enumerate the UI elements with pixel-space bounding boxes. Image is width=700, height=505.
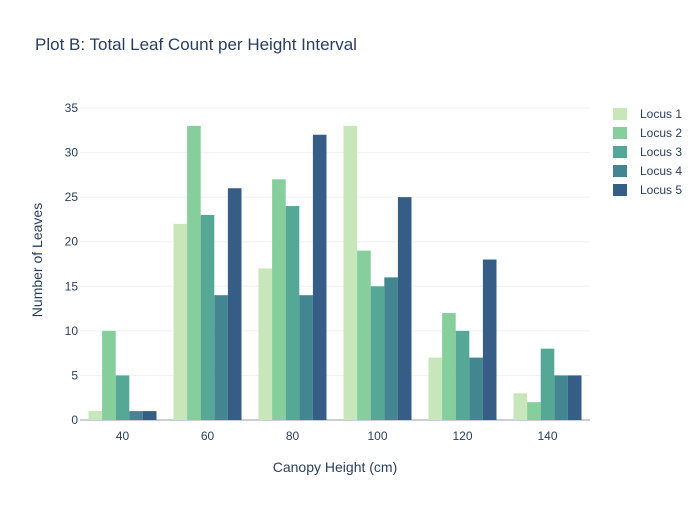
x-tick-label: 60: [201, 429, 215, 443]
bar-locus-3-40[interactable]: [115, 375, 130, 420]
bar-locus-4-60[interactable]: [214, 295, 228, 420]
bar-locus-1-40[interactable]: [88, 411, 103, 420]
bar-locus-1-60[interactable]: [173, 223, 188, 420]
bar-locus-4-40[interactable]: [129, 411, 143, 420]
legend[interactable]: Locus 1 Locus 2 Locus 3 Locus 4 Locus 5: [613, 107, 682, 197]
bar-locus-2-60[interactable]: [187, 125, 201, 420]
legend-item-locus-1[interactable]: Locus 1: [613, 107, 682, 121]
y-tick-label: 10: [65, 324, 79, 338]
grid-lines: [80, 107, 590, 421]
legend-item-locus-3[interactable]: Locus 3: [613, 145, 682, 159]
bar-locus-2-120[interactable]: [442, 313, 456, 420]
bar-locus-3-60[interactable]: [200, 214, 215, 420]
bar-locus-3-80[interactable]: [285, 206, 300, 420]
y-tick-label: 20: [65, 235, 79, 249]
legend-label: Locus 2: [640, 126, 682, 140]
x-tick-label: 100: [367, 429, 387, 443]
y-axis-ticks: 0 5 10 15 20 25 30 35: [65, 101, 79, 427]
legend-label: Locus 1: [640, 107, 682, 121]
legend-label: Locus 5: [640, 183, 682, 197]
legend-swatch: [613, 146, 627, 158]
x-tick-label: 120: [452, 429, 472, 443]
bar-locus-4-120[interactable]: [469, 357, 483, 420]
legend-swatch: [613, 165, 627, 177]
y-axis-label: Number of Leaves: [29, 203, 45, 317]
bar-locus-1-80[interactable]: [258, 268, 273, 420]
bar-locus-1-120[interactable]: [428, 357, 443, 420]
bar-locus-2-80[interactable]: [272, 179, 286, 420]
bar-locus-1-140[interactable]: [513, 393, 528, 420]
bar-locus-2-100[interactable]: [357, 250, 371, 420]
legend-swatch: [613, 108, 627, 120]
bar-locus-4-140[interactable]: [554, 375, 568, 420]
x-tick-label: 40: [116, 429, 130, 443]
legend-label: Locus 3: [640, 145, 682, 159]
y-tick-label: 25: [65, 190, 79, 204]
bar-locus-4-80[interactable]: [299, 295, 313, 420]
bar-locus-2-140[interactable]: [527, 402, 541, 420]
bars: [88, 125, 582, 420]
bar-locus-5-40[interactable]: [142, 411, 157, 420]
bar-locus-1-100[interactable]: [343, 125, 358, 420]
x-axis-ticks: 40 60 80 100 120 140: [116, 429, 558, 443]
bar-locus-3-120[interactable]: [455, 330, 470, 420]
x-axis-label: Canopy Height (cm): [273, 459, 398, 475]
bar-locus-3-140[interactable]: [540, 348, 555, 420]
bar-locus-5-60[interactable]: [227, 188, 242, 420]
x-tick-label: 140: [537, 429, 557, 443]
y-tick-label: 30: [65, 146, 79, 160]
bar-locus-4-100[interactable]: [384, 277, 398, 420]
bar-locus-2-40[interactable]: [102, 330, 116, 420]
bar-locus-5-120[interactable]: [482, 259, 497, 420]
bar-locus-5-80[interactable]: [312, 134, 327, 420]
y-tick-label: 0: [71, 413, 78, 427]
bar-locus-5-100[interactable]: [397, 197, 412, 420]
y-tick-label: 35: [65, 101, 79, 115]
y-tick-label: 5: [71, 368, 78, 382]
bar-locus-5-140[interactable]: [567, 375, 582, 420]
chart-title: Plot B: Total Leaf Count per Height Inte…: [35, 35, 357, 54]
legend-item-locus-4[interactable]: Locus 4: [613, 164, 682, 178]
y-tick-label: 15: [65, 279, 79, 293]
legend-swatch: [613, 184, 627, 196]
legend-item-locus-2[interactable]: Locus 2: [613, 126, 682, 140]
legend-item-locus-5[interactable]: Locus 5: [613, 183, 682, 197]
legend-label: Locus 4: [640, 164, 682, 178]
bar-locus-3-100[interactable]: [370, 286, 385, 420]
x-tick-label: 80: [286, 429, 300, 443]
legend-swatch: [613, 127, 627, 139]
